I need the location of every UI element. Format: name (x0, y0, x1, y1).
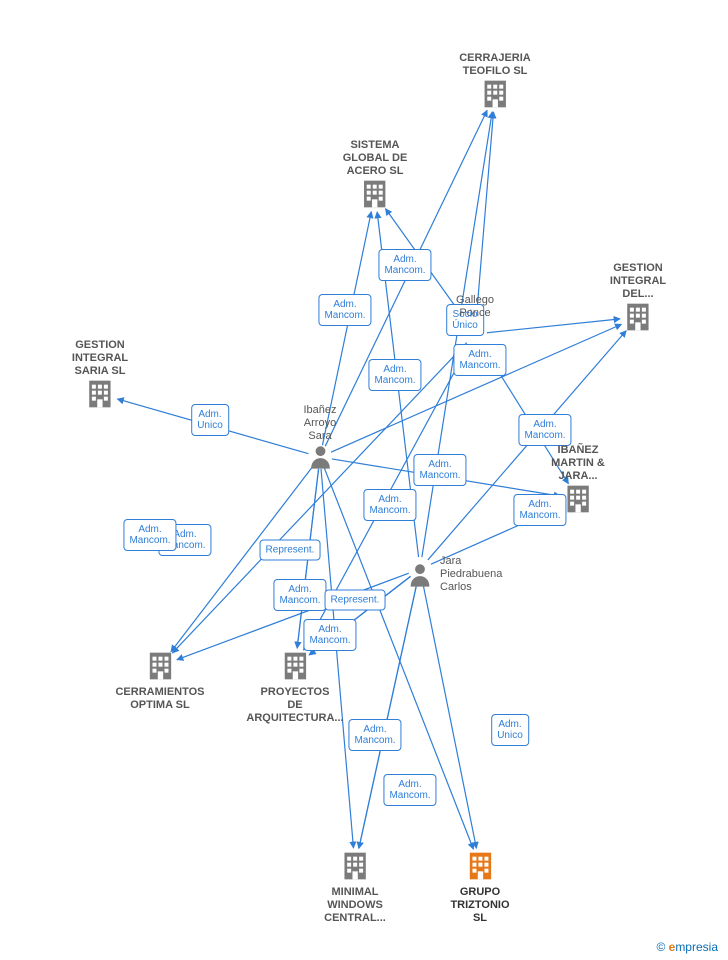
node-cerramientos[interactable]: CERRAMIENTOS OPTIMA SL (115, 650, 204, 712)
node-cerrajeria[interactable]: CERRAJERIA TEOFILO SL (459, 48, 531, 110)
node-grupo[interactable]: GRUPO TRIZTONIO SL (450, 850, 509, 925)
brand-rest: mpresia (675, 940, 718, 954)
node-label: Gallego Ponce (456, 294, 494, 320)
node-gestion_saria[interactable]: GESTION INTEGRAL SARIA SL (72, 335, 128, 410)
node-minimal[interactable]: MINIMAL WINDOWS CENTRAL... (324, 850, 386, 925)
copyright: © empresia (656, 940, 718, 954)
edge-label: Adm. Mancom. (303, 619, 356, 651)
network-diagram: Adm. UnicoAdm. Mancom.Adm. Mancom.Adm. M… (0, 0, 728, 960)
node-label: CERRAMIENTOS OPTIMA SL (115, 686, 204, 712)
edge (487, 319, 620, 333)
node-gallego[interactable]: Gallego Ponce (456, 290, 494, 320)
node-gestion_del[interactable]: GESTION INTEGRAL DEL... (610, 258, 666, 333)
node-label: CERRAJERIA TEOFILO SL (459, 52, 531, 78)
node-label: Ibañez Arroyo Sara (303, 404, 336, 443)
node-jara[interactable]: Jara Piedrabuena Carlos (406, 555, 502, 594)
node-ibanez_martin[interactable]: IBAÑEZ MARTIN & JARA... (551, 440, 605, 515)
node-sistema[interactable]: SISTEMA GLOBAL DE ACERO SL (343, 135, 408, 210)
edge-label: Adm. Unico (491, 714, 529, 746)
edge-label: Represent. (260, 540, 321, 561)
edge-label: Adm. Mancom. (378, 249, 431, 281)
edge-label: Adm. Mancom. (123, 519, 176, 551)
edge-label: Adm. Mancom. (318, 294, 371, 326)
node-label: GESTION INTEGRAL SARIA SL (72, 339, 128, 378)
node-label: GRUPO TRIZTONIO SL (450, 886, 509, 925)
edge-label: Represent. (325, 590, 386, 611)
edge-label: Adm. Mancom. (453, 344, 506, 376)
node-label: IBAÑEZ MARTIN & JARA... (551, 444, 605, 483)
copyright-symbol: © (656, 940, 665, 954)
node-label: GESTION INTEGRAL DEL... (610, 262, 666, 301)
node-label: PROYECTOS DE ARQUITECTURA... (246, 686, 343, 725)
edge-label: Adm. Unico (191, 404, 229, 436)
node-label: Jara Piedrabuena Carlos (440, 555, 502, 594)
edge-label: Adm. Mancom. (383, 774, 436, 806)
node-label: SISTEMA GLOBAL DE ACERO SL (343, 139, 408, 178)
edge-label: Adm. Mancom. (363, 489, 416, 521)
edge (359, 581, 418, 849)
edge (359, 581, 418, 849)
node-label: MINIMAL WINDOWS CENTRAL... (324, 886, 386, 925)
edge-label: Adm. Mancom. (273, 579, 326, 611)
node-proyectos[interactable]: PROYECTOS DE ARQUITECTURA... (246, 650, 343, 725)
edge-label: Adm. Mancom. (348, 719, 401, 751)
edge-label: Adm. Mancom. (413, 454, 466, 486)
edge (422, 581, 476, 849)
node-ibanez_arroyo[interactable]: Ibañez Arroyo Sara (303, 400, 336, 471)
edge-label: Adm. Mancom. (368, 359, 421, 391)
